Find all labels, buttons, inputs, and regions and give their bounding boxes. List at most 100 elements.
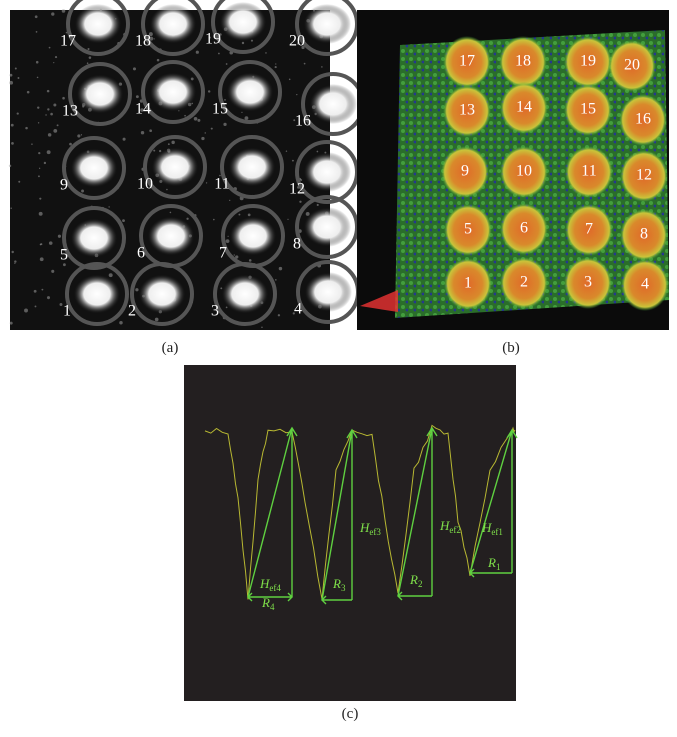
speckle [247, 213, 251, 217]
speckle [18, 180, 21, 183]
pillar-number: 1 [63, 303, 71, 320]
speckle [43, 161, 47, 165]
pillar-number: 17 [459, 53, 475, 70]
speckle [57, 234, 61, 238]
speckle [140, 108, 144, 112]
speckle [135, 288, 139, 292]
pillar-number: 11 [214, 176, 229, 193]
cone [500, 203, 548, 255]
annotation: R1 [487, 555, 500, 572]
pillar [138, 274, 186, 314]
cone [620, 209, 668, 261]
speckle [10, 207, 12, 210]
cone [499, 36, 547, 88]
speckle [291, 159, 294, 162]
speckle [40, 243, 43, 246]
ring [141, 0, 205, 56]
annotation: Hef1 [481, 520, 503, 537]
pillar-number: 3 [584, 274, 592, 291]
ring [68, 62, 132, 126]
pillar [303, 152, 351, 192]
ring [66, 0, 130, 56]
pillar-number: 14 [135, 101, 151, 118]
speckle [86, 62, 89, 65]
cone [608, 40, 656, 92]
speckle [316, 150, 319, 153]
profile-curve [204, 424, 516, 600]
speckle [54, 56, 58, 59]
speckle [45, 114, 47, 116]
speckle [205, 182, 208, 184]
speckle [241, 41, 245, 45]
symbol: R [261, 595, 270, 610]
speckle [10, 123, 14, 127]
speckle [208, 36, 211, 39]
ring [143, 135, 207, 199]
speckle [41, 288, 44, 291]
speckle [35, 60, 39, 64]
pillar-number: 9 [60, 177, 68, 194]
ring [220, 135, 284, 199]
cone [564, 257, 612, 309]
speckle [229, 199, 231, 202]
subscript: ef1 [491, 527, 503, 537]
speckle [62, 96, 65, 100]
ring [218, 60, 282, 124]
speckle [233, 254, 235, 256]
cone [443, 85, 491, 137]
speckle [227, 235, 229, 237]
speckle [9, 80, 14, 85]
speckle [80, 134, 83, 136]
speckle [225, 63, 228, 65]
speckle [197, 118, 201, 122]
speckle [156, 58, 160, 62]
speckle [201, 136, 205, 141]
cone [620, 150, 668, 202]
subscript: 1 [496, 562, 501, 572]
speckle [16, 112, 19, 115]
symbol: H [359, 520, 370, 535]
speckle [59, 303, 63, 306]
speckle [14, 260, 17, 263]
pillar-number: 4 [294, 301, 302, 318]
speckle [277, 314, 281, 317]
pillar [70, 148, 118, 188]
speckle [17, 77, 20, 80]
annotation: Hef3 [359, 520, 381, 537]
pillar-number: 19 [580, 53, 596, 70]
speckle [292, 312, 295, 315]
pillar-number: 13 [459, 102, 475, 119]
pillar-number: 9 [461, 163, 469, 180]
speckle [244, 116, 249, 120]
speckle [261, 326, 263, 328]
cone [619, 94, 667, 146]
speckle [287, 218, 289, 221]
ring [141, 60, 205, 124]
speckle [63, 263, 66, 267]
speckle [14, 262, 16, 264]
pillar [304, 272, 352, 312]
pillar-number: 15 [212, 101, 228, 118]
speckle [81, 189, 84, 193]
panel-label: (a) [162, 340, 179, 356]
speckle [193, 117, 198, 121]
subscript: ef2 [449, 525, 461, 535]
symbol: H [481, 520, 492, 535]
pillar [151, 147, 199, 187]
speckle [48, 46, 51, 49]
speckle [38, 152, 41, 155]
annotation: R3 [332, 576, 346, 593]
speckle [140, 131, 145, 135]
cone [444, 204, 492, 256]
cone [443, 36, 491, 88]
ring [65, 262, 129, 326]
speckle [65, 31, 68, 34]
speckle [210, 127, 213, 130]
speckle [169, 211, 172, 214]
pillar-number: 18 [515, 53, 531, 70]
pillar-number: 20 [289, 33, 305, 50]
